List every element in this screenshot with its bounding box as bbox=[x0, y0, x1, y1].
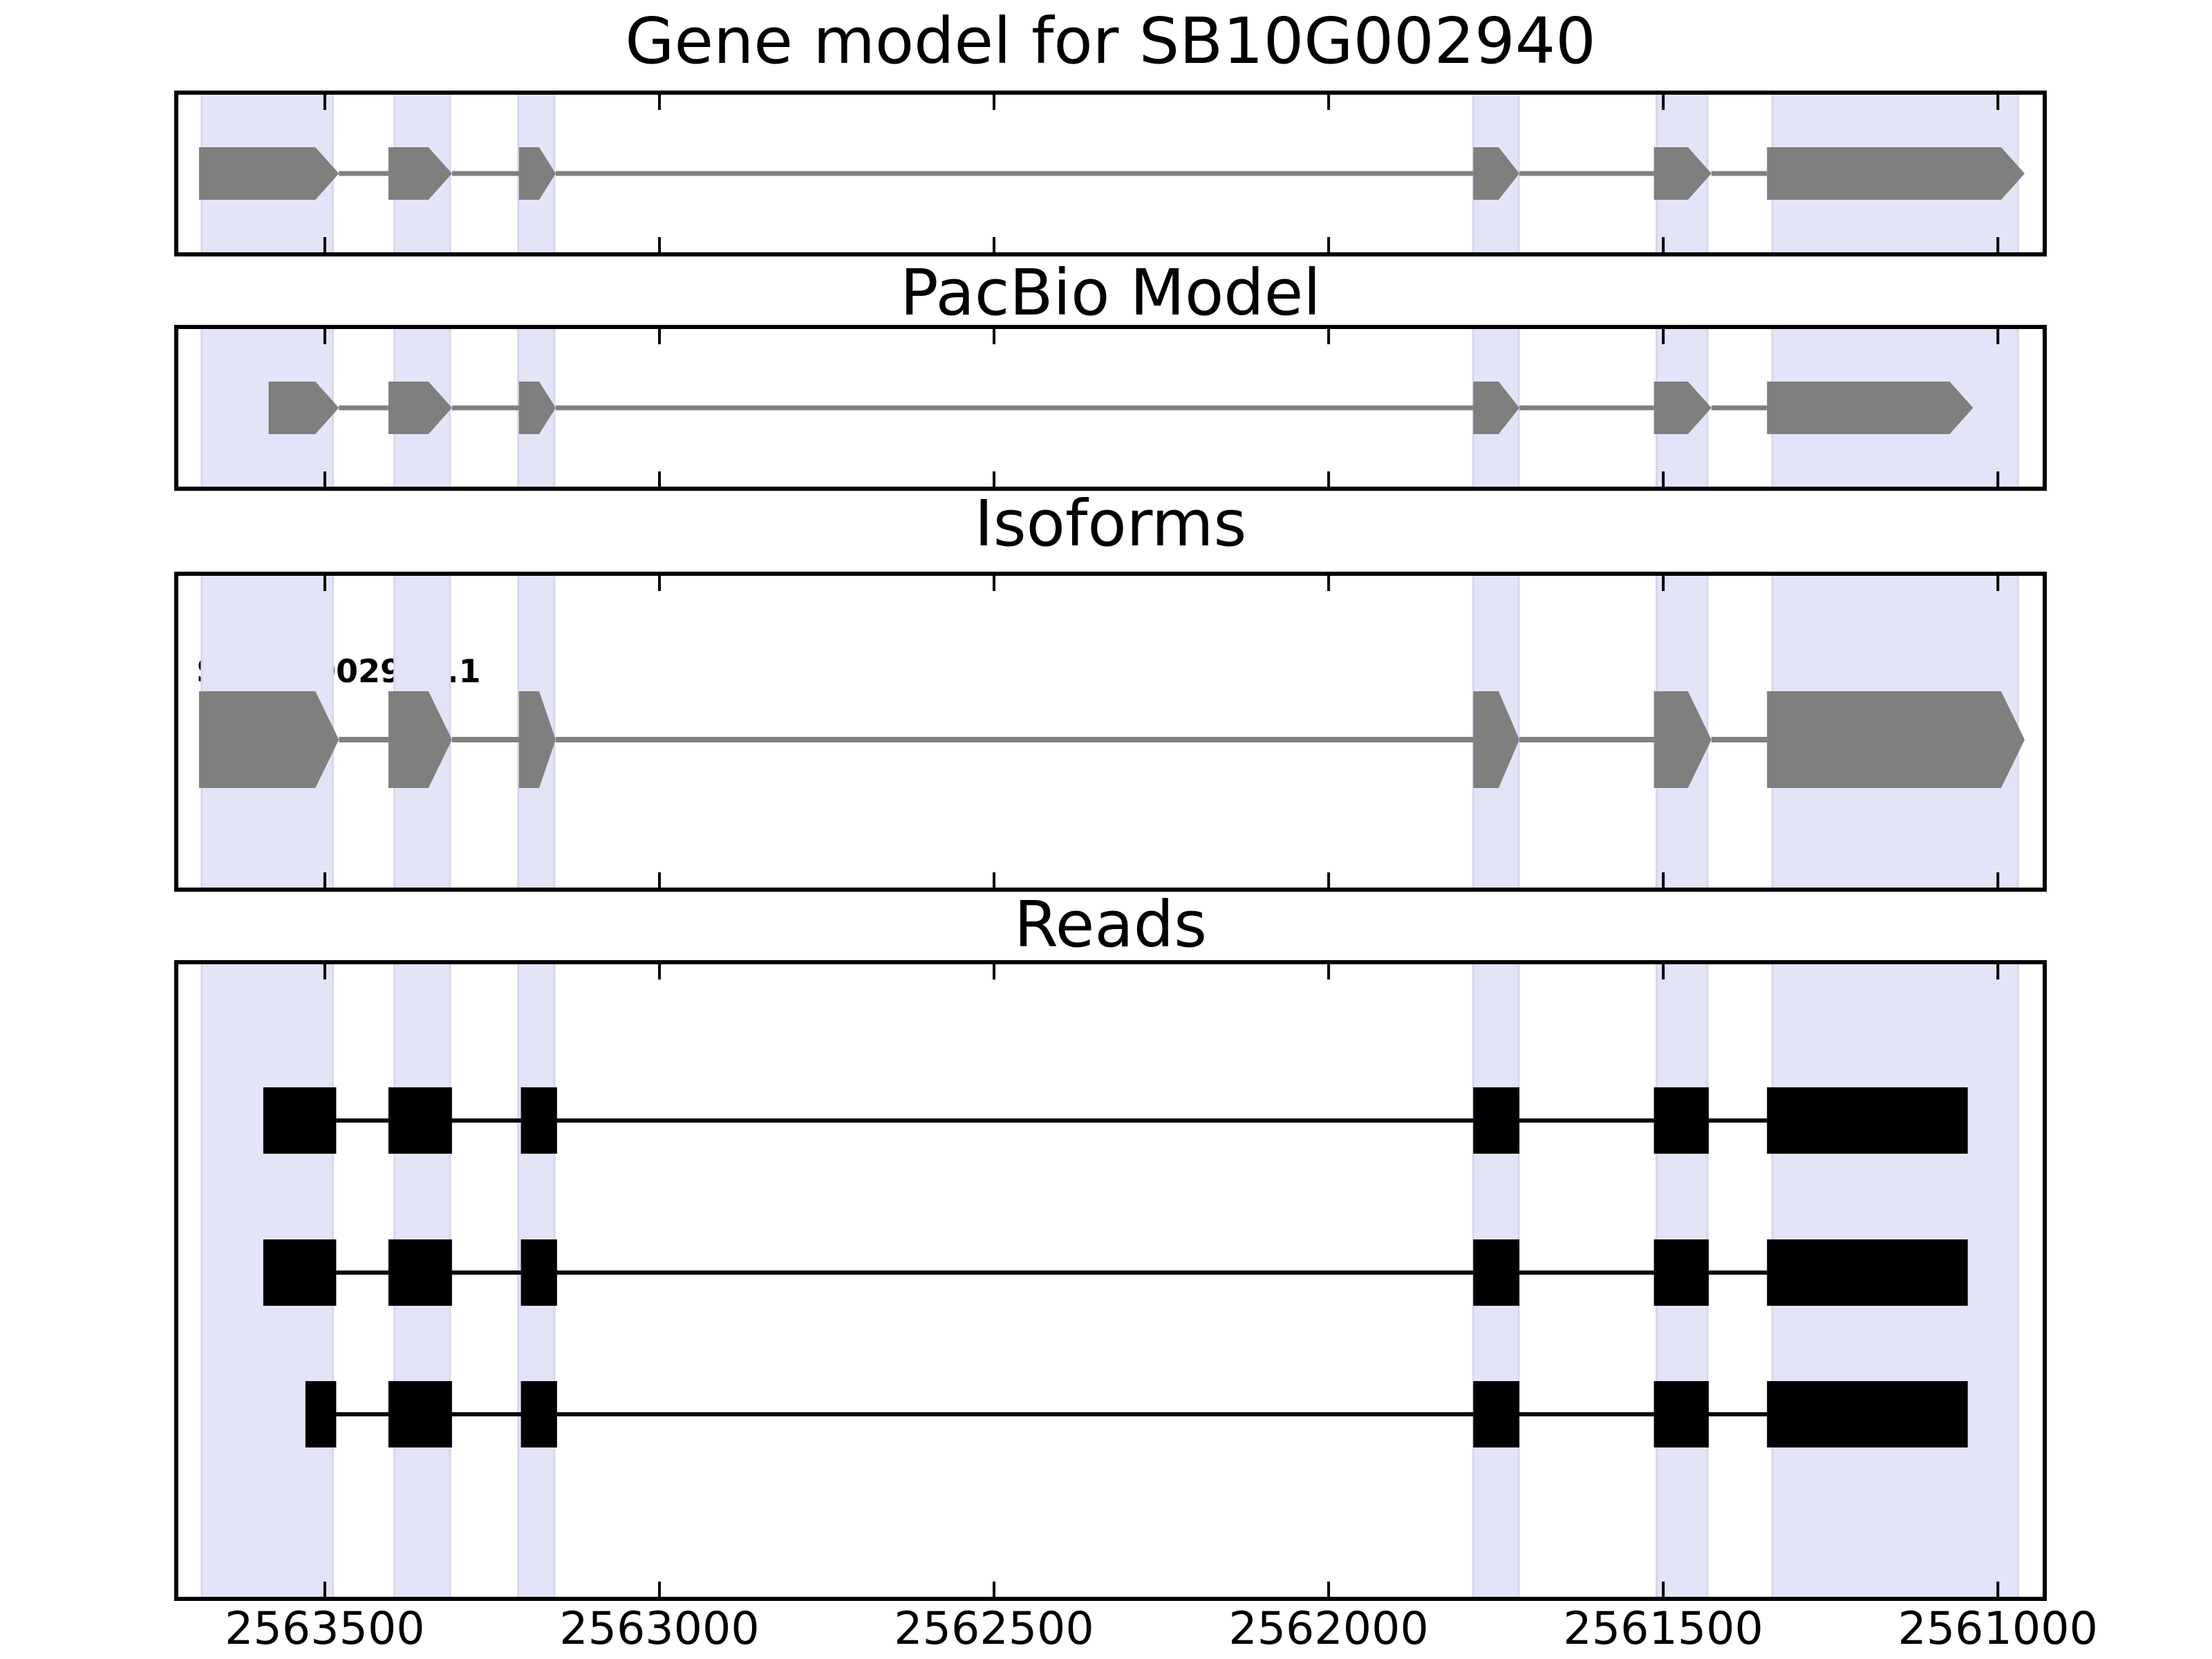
x-tick-label: 2563000 bbox=[559, 1603, 760, 1655]
exon-arrow bbox=[1473, 382, 1520, 434]
read-exon bbox=[1767, 1087, 1968, 1154]
exon-arrow bbox=[268, 382, 339, 434]
x-tick-label: 2561500 bbox=[1563, 1603, 1763, 1655]
exon-arrow bbox=[388, 382, 452, 434]
read-exon bbox=[263, 1087, 337, 1154]
read-exon bbox=[1473, 1087, 1520, 1154]
track-title-reads: Reads bbox=[1013, 888, 1208, 962]
highlight-band-edge bbox=[449, 576, 451, 888]
read-exon bbox=[388, 1087, 452, 1154]
read-exon bbox=[1767, 1381, 1968, 1447]
read-exon bbox=[1653, 1087, 1709, 1154]
exon-arrow bbox=[1653, 691, 1712, 788]
exon-arrow bbox=[1767, 691, 2025, 788]
track-title-pacbio-model: PacBio Model bbox=[900, 256, 1321, 330]
highlight-band-edge bbox=[2016, 329, 2019, 487]
panel-border bbox=[174, 91, 2047, 256]
x-tick-label: 2561000 bbox=[1897, 1603, 2098, 1655]
panel-border bbox=[174, 960, 2047, 1601]
exon-arrow bbox=[518, 147, 556, 200]
exon-arrow bbox=[1473, 691, 1520, 788]
exon-arrow bbox=[518, 691, 556, 788]
highlight-band-edge bbox=[517, 964, 520, 1597]
exon-arrow bbox=[388, 147, 452, 200]
x-tick-label: 2562000 bbox=[1228, 1603, 1429, 1655]
read-exon bbox=[1653, 1381, 1709, 1447]
highlight-band-edge bbox=[1517, 576, 1520, 888]
panel-border bbox=[174, 325, 2047, 491]
read-exon bbox=[305, 1381, 337, 1447]
highlight-band-edge bbox=[517, 576, 520, 888]
exon-arrow bbox=[1767, 382, 1974, 434]
highlight-band-edge bbox=[2016, 964, 2019, 1597]
read-exon bbox=[521, 1087, 557, 1154]
figure-title: Gene model for SB10G002940 bbox=[625, 4, 1596, 78]
exon-arrow bbox=[388, 691, 452, 788]
highlight-band-edge bbox=[200, 329, 203, 487]
panel-border bbox=[174, 572, 2047, 892]
read-exon bbox=[388, 1239, 452, 1306]
highlight-band-edge bbox=[200, 964, 203, 1597]
exon-arrow bbox=[198, 691, 339, 788]
exon-arrow bbox=[1767, 147, 2025, 200]
read-exon bbox=[388, 1381, 452, 1447]
exon-arrow bbox=[198, 147, 339, 200]
track-title-isoforms: Isoforms bbox=[974, 487, 1247, 561]
read-exon bbox=[1473, 1239, 1520, 1306]
exon-arrow bbox=[1653, 382, 1712, 434]
read-exon bbox=[521, 1239, 557, 1306]
exon-arrow bbox=[1473, 147, 1520, 200]
exon-arrow bbox=[1653, 147, 1712, 200]
read-exon bbox=[263, 1239, 337, 1306]
x-tick-label: 2563500 bbox=[225, 1603, 425, 1655]
read-exon bbox=[1473, 1381, 1520, 1447]
exon-arrow bbox=[518, 382, 556, 434]
read-exon bbox=[521, 1381, 557, 1447]
read-exon bbox=[1767, 1239, 1968, 1306]
read-exon bbox=[1653, 1239, 1709, 1306]
x-tick-label: 2562500 bbox=[894, 1603, 1094, 1655]
highlight-band-edge bbox=[553, 576, 556, 888]
